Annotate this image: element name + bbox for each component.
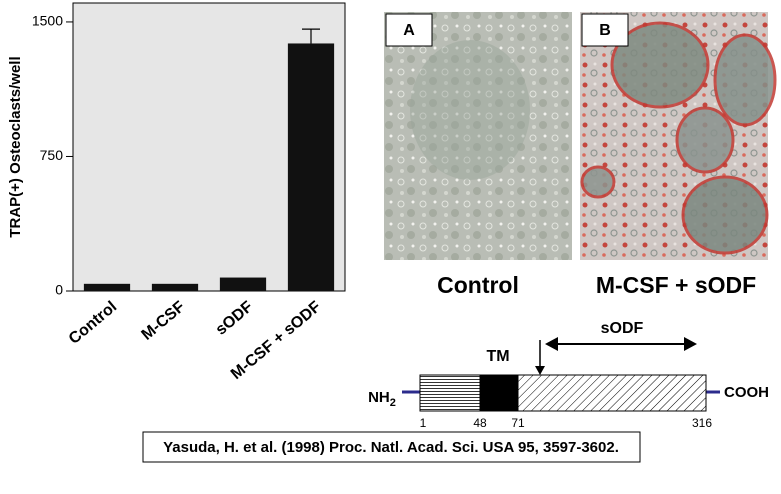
position-label: 1: [420, 416, 427, 430]
cleavage-arrowhead: [535, 366, 545, 375]
osteoclast: [713, 33, 777, 127]
tm-label: TM: [486, 348, 509, 365]
x-tick-label: sODF: [213, 298, 257, 339]
micrograph-image: [384, 12, 572, 260]
y-tick-label: 1500: [32, 13, 63, 29]
osteoclast: [675, 106, 735, 174]
arrowhead-left: [545, 337, 558, 351]
position-label: 71: [511, 416, 525, 430]
bar: [151, 283, 199, 291]
bar: [287, 43, 335, 292]
panel-label-box: [581, 13, 629, 47]
bar: [219, 277, 267, 291]
n-terminus-label: NH: [368, 389, 390, 406]
cell-cluster: [410, 40, 530, 180]
osteoclast: [580, 165, 616, 199]
micrograph-caption: Control: [437, 272, 519, 298]
micrograph-caption: M-CSF + sODF: [596, 272, 756, 298]
micrograph-b: B M-CSF + sODF: [580, 12, 777, 298]
panel-label: B: [599, 22, 611, 39]
sodf-label: sODF: [601, 320, 644, 337]
panel-label-box: [385, 13, 433, 47]
y-axis-label: TRAP(+) Osteoclasts/well: [7, 56, 24, 237]
extracellular-domain: [517, 374, 707, 412]
x-tick-label: Control: [66, 298, 121, 348]
x-tick-label: M-CSF: [139, 298, 189, 344]
osteoclast: [681, 175, 769, 255]
citation: Yasuda, H. et al. (1998) Proc. Natl. Aca…: [163, 439, 619, 456]
position-label: 48: [473, 416, 487, 430]
tm-domain: [479, 374, 519, 412]
bar-chart: TRAP(+) Osteoclasts/well 0 750 1500 Control…: [7, 2, 346, 383]
panel-label: A: [403, 22, 415, 39]
position-label: 316: [692, 416, 712, 430]
y-tick-label: 750: [40, 147, 64, 163]
protein-diagram: NH2 COOH TM sODF 1 48 71 316: [368, 320, 769, 430]
citation-box: [142, 431, 641, 463]
n-terminus: NH2: [368, 389, 396, 409]
bar: [83, 283, 131, 291]
cytoplasmic-domain: [419, 374, 481, 412]
y-tick-label: 0: [55, 282, 63, 298]
c-terminus: COOH: [724, 384, 769, 401]
arrowhead-right: [684, 337, 697, 351]
n-terminus-subscript: 2: [390, 397, 396, 409]
micrograph-a: A Control: [384, 12, 572, 298]
osteoclast: [610, 21, 710, 109]
